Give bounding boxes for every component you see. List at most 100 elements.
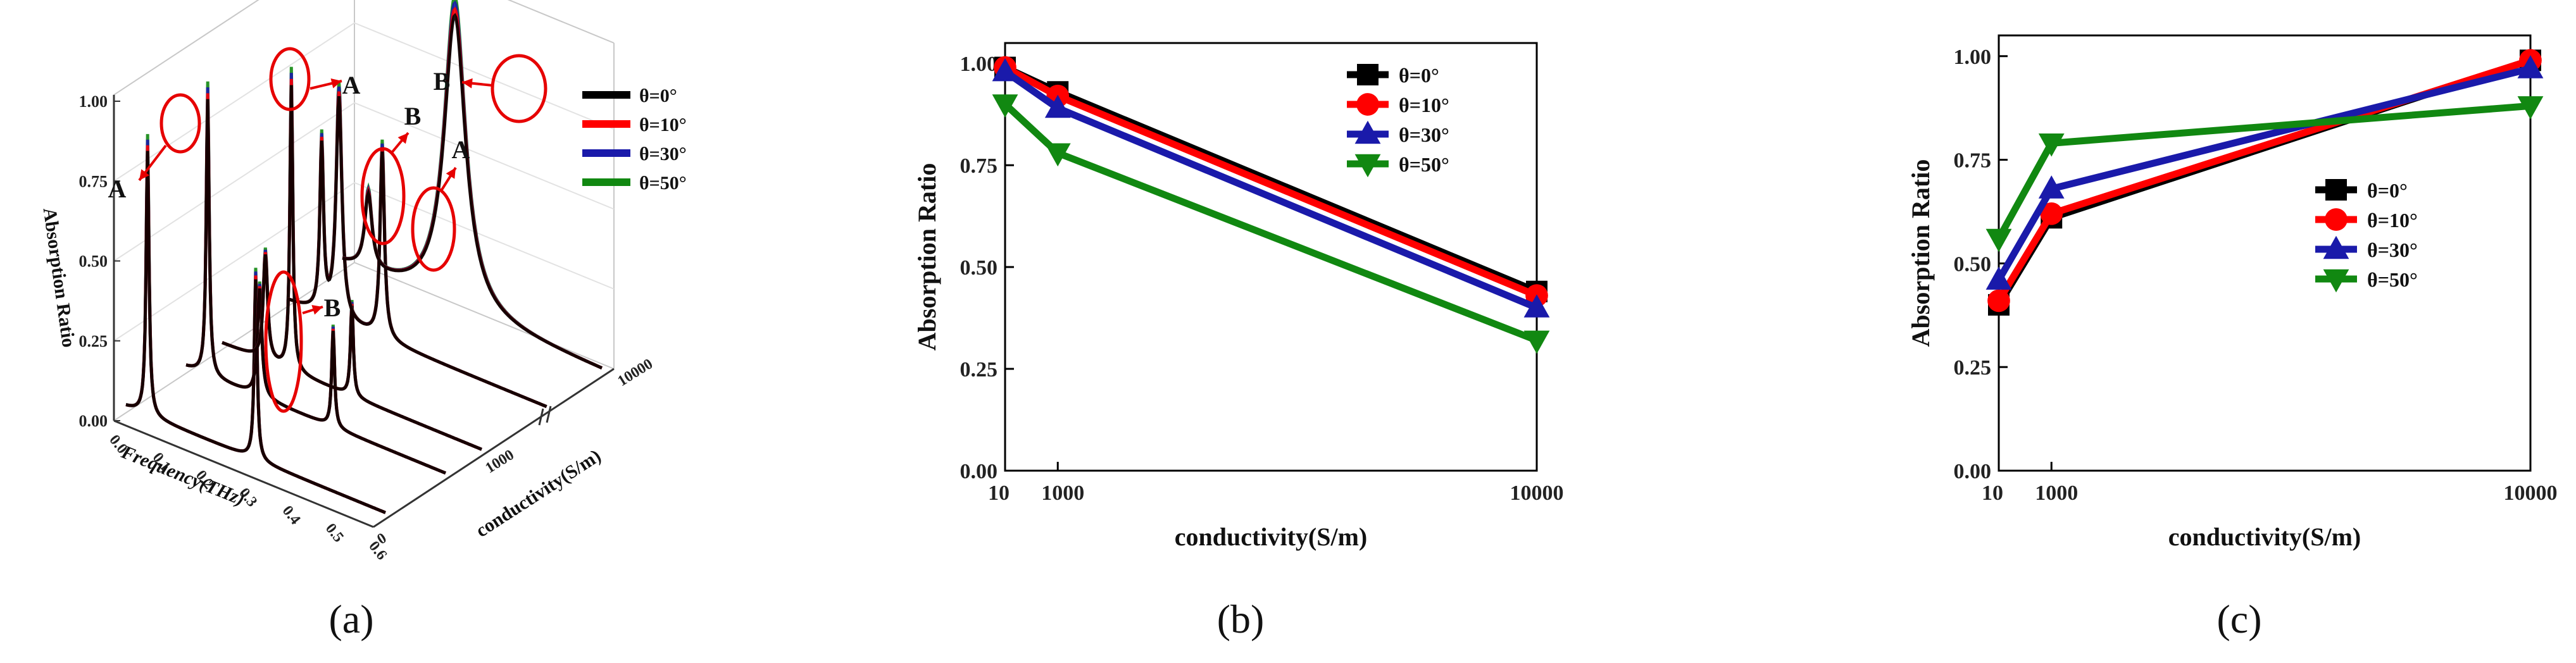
legend-label: θ=30° (2367, 239, 2418, 261)
data-point (1044, 94, 1071, 118)
y-tick-label: 0.50 (1954, 252, 1992, 276)
spectrum-curve (125, 151, 386, 514)
data-point (1523, 294, 1550, 318)
x-tick-label: 10 (988, 481, 1010, 505)
data-point (2040, 202, 2063, 225)
y-tick-label: 0.25 (1954, 356, 1992, 380)
data-point (1523, 330, 1550, 354)
annotation-label: B (324, 294, 341, 322)
legend-label: θ=10° (1399, 94, 1449, 116)
y-tick-label: 0.25 (79, 332, 108, 350)
y-tick-label: 0.75 (79, 172, 108, 190)
data-point (1985, 266, 2012, 290)
annotation-circle (411, 186, 456, 272)
plot-frame (1004, 42, 1538, 472)
series-line-0 (1003, 64, 1539, 295)
legend-label: θ=0° (1399, 64, 1439, 87)
annotation-arrowhead (139, 169, 150, 180)
panel-label: (a) (328, 597, 373, 641)
y-axis-label: Absorption Ratio (39, 206, 80, 349)
panel-b: 0.00 0.25 0.50 0.75 1.00 10 1000 10000 conductiv… (913, 42, 1564, 641)
legend-marker (1356, 93, 1379, 116)
axis-break (546, 406, 552, 423)
data-point (992, 58, 1018, 82)
series-line-3 (1003, 101, 1539, 344)
legend-label: θ=10° (639, 115, 687, 135)
spectrum-curve (185, 99, 446, 475)
y-tick-label: 0.50 (960, 256, 998, 280)
annotation-label: A (108, 175, 127, 203)
data-point (2038, 133, 2065, 157)
annotation-circle (264, 270, 303, 413)
y-axis-label: Absorption Ratio (1906, 159, 1935, 347)
y-tick-label: 1.00 (960, 53, 998, 76)
data-point (2517, 55, 2544, 78)
data-point (2038, 175, 2065, 199)
annotation-arrowhead (446, 168, 456, 179)
x-tick-label: 0.5 (322, 521, 347, 546)
annotation-circle (159, 93, 201, 154)
legend-marker (2323, 235, 2349, 259)
conductivity-axis (373, 368, 615, 528)
x-tick-label: 10000 (1510, 481, 1564, 505)
annotation-label: B (434, 67, 451, 96)
series-line-2 (1996, 65, 2532, 282)
panel-label: (b) (1217, 597, 1265, 641)
annotation-arrowhead (311, 305, 323, 315)
panel-a: 0.000.250.500.751.000.00.10.20.30.40.50.… (39, 0, 687, 641)
data-point (1985, 228, 2012, 252)
y-tick-label: 0.25 (960, 358, 998, 381)
legend-label: θ=50° (2367, 268, 2418, 291)
x-tick-label: 10000 (2504, 481, 2558, 505)
x-tick-label: 10 (1982, 481, 2003, 505)
legend-marker (2323, 269, 2349, 293)
spectrum-curve (342, 13, 603, 370)
annotation-circle (360, 147, 406, 245)
grid-line (113, 22, 615, 182)
panel-c: 0.00 0.25 0.50 0.75 1.00 10 1000 10000 conductiv… (1906, 34, 2558, 641)
y-axis-label: Absorption Ratio (913, 163, 941, 351)
legend-label: θ=0° (2367, 179, 2408, 202)
y-tick-label: 1.00 (1954, 46, 1992, 69)
annotation-label: B (404, 102, 422, 130)
x-tick-label: 0.4 (279, 503, 304, 528)
legend-marker (1354, 120, 1381, 144)
data-point (2517, 96, 2544, 120)
data-point (992, 94, 1018, 118)
z-tick-label: 10000 (615, 356, 656, 390)
panel-label: (c) (2216, 597, 2261, 641)
y-tick-label: 1.00 (79, 92, 108, 111)
x-axis-label: conductivity(S/m) (2168, 523, 2361, 551)
grid-line (113, 102, 615, 262)
grid-line (354, 262, 615, 369)
y-tick-label: 0.75 (1954, 149, 1992, 173)
legend-label: θ=10° (2367, 209, 2418, 232)
legend-label: θ=50° (639, 173, 687, 194)
annotation-circle (491, 54, 547, 123)
y-tick-label: 0.00 (79, 412, 108, 430)
data-point (1044, 143, 1071, 167)
frequency-axis (113, 419, 374, 528)
x-tick-label: 1000 (2035, 481, 2078, 505)
x-tick-label: 1000 (1041, 481, 1084, 505)
data-point (1987, 289, 2010, 313)
legend-label: θ=0° (639, 85, 677, 106)
grid-line (507, 0, 615, 44)
annotation-label: A (452, 135, 470, 164)
grid-line (113, 0, 259, 96)
legend-label: θ=30° (639, 144, 687, 164)
annotation-circle (269, 47, 311, 111)
y-tick-label: 0.00 (1954, 460, 1992, 483)
legend-marker (1357, 64, 1379, 85)
legend-label: θ=50° (1399, 153, 1449, 176)
y-tick-label: 0.75 (960, 154, 998, 178)
legend-marker (2325, 208, 2348, 231)
annotation-arrowhead (330, 78, 342, 89)
y-tick-label: 0.50 (79, 252, 108, 271)
legend-marker (1354, 154, 1381, 178)
grid-line (113, 182, 615, 342)
x-axis-label: conductivity(S/m) (1175, 523, 1367, 551)
spectrum-curve (286, 96, 547, 408)
annotation-arrowhead (462, 78, 473, 89)
